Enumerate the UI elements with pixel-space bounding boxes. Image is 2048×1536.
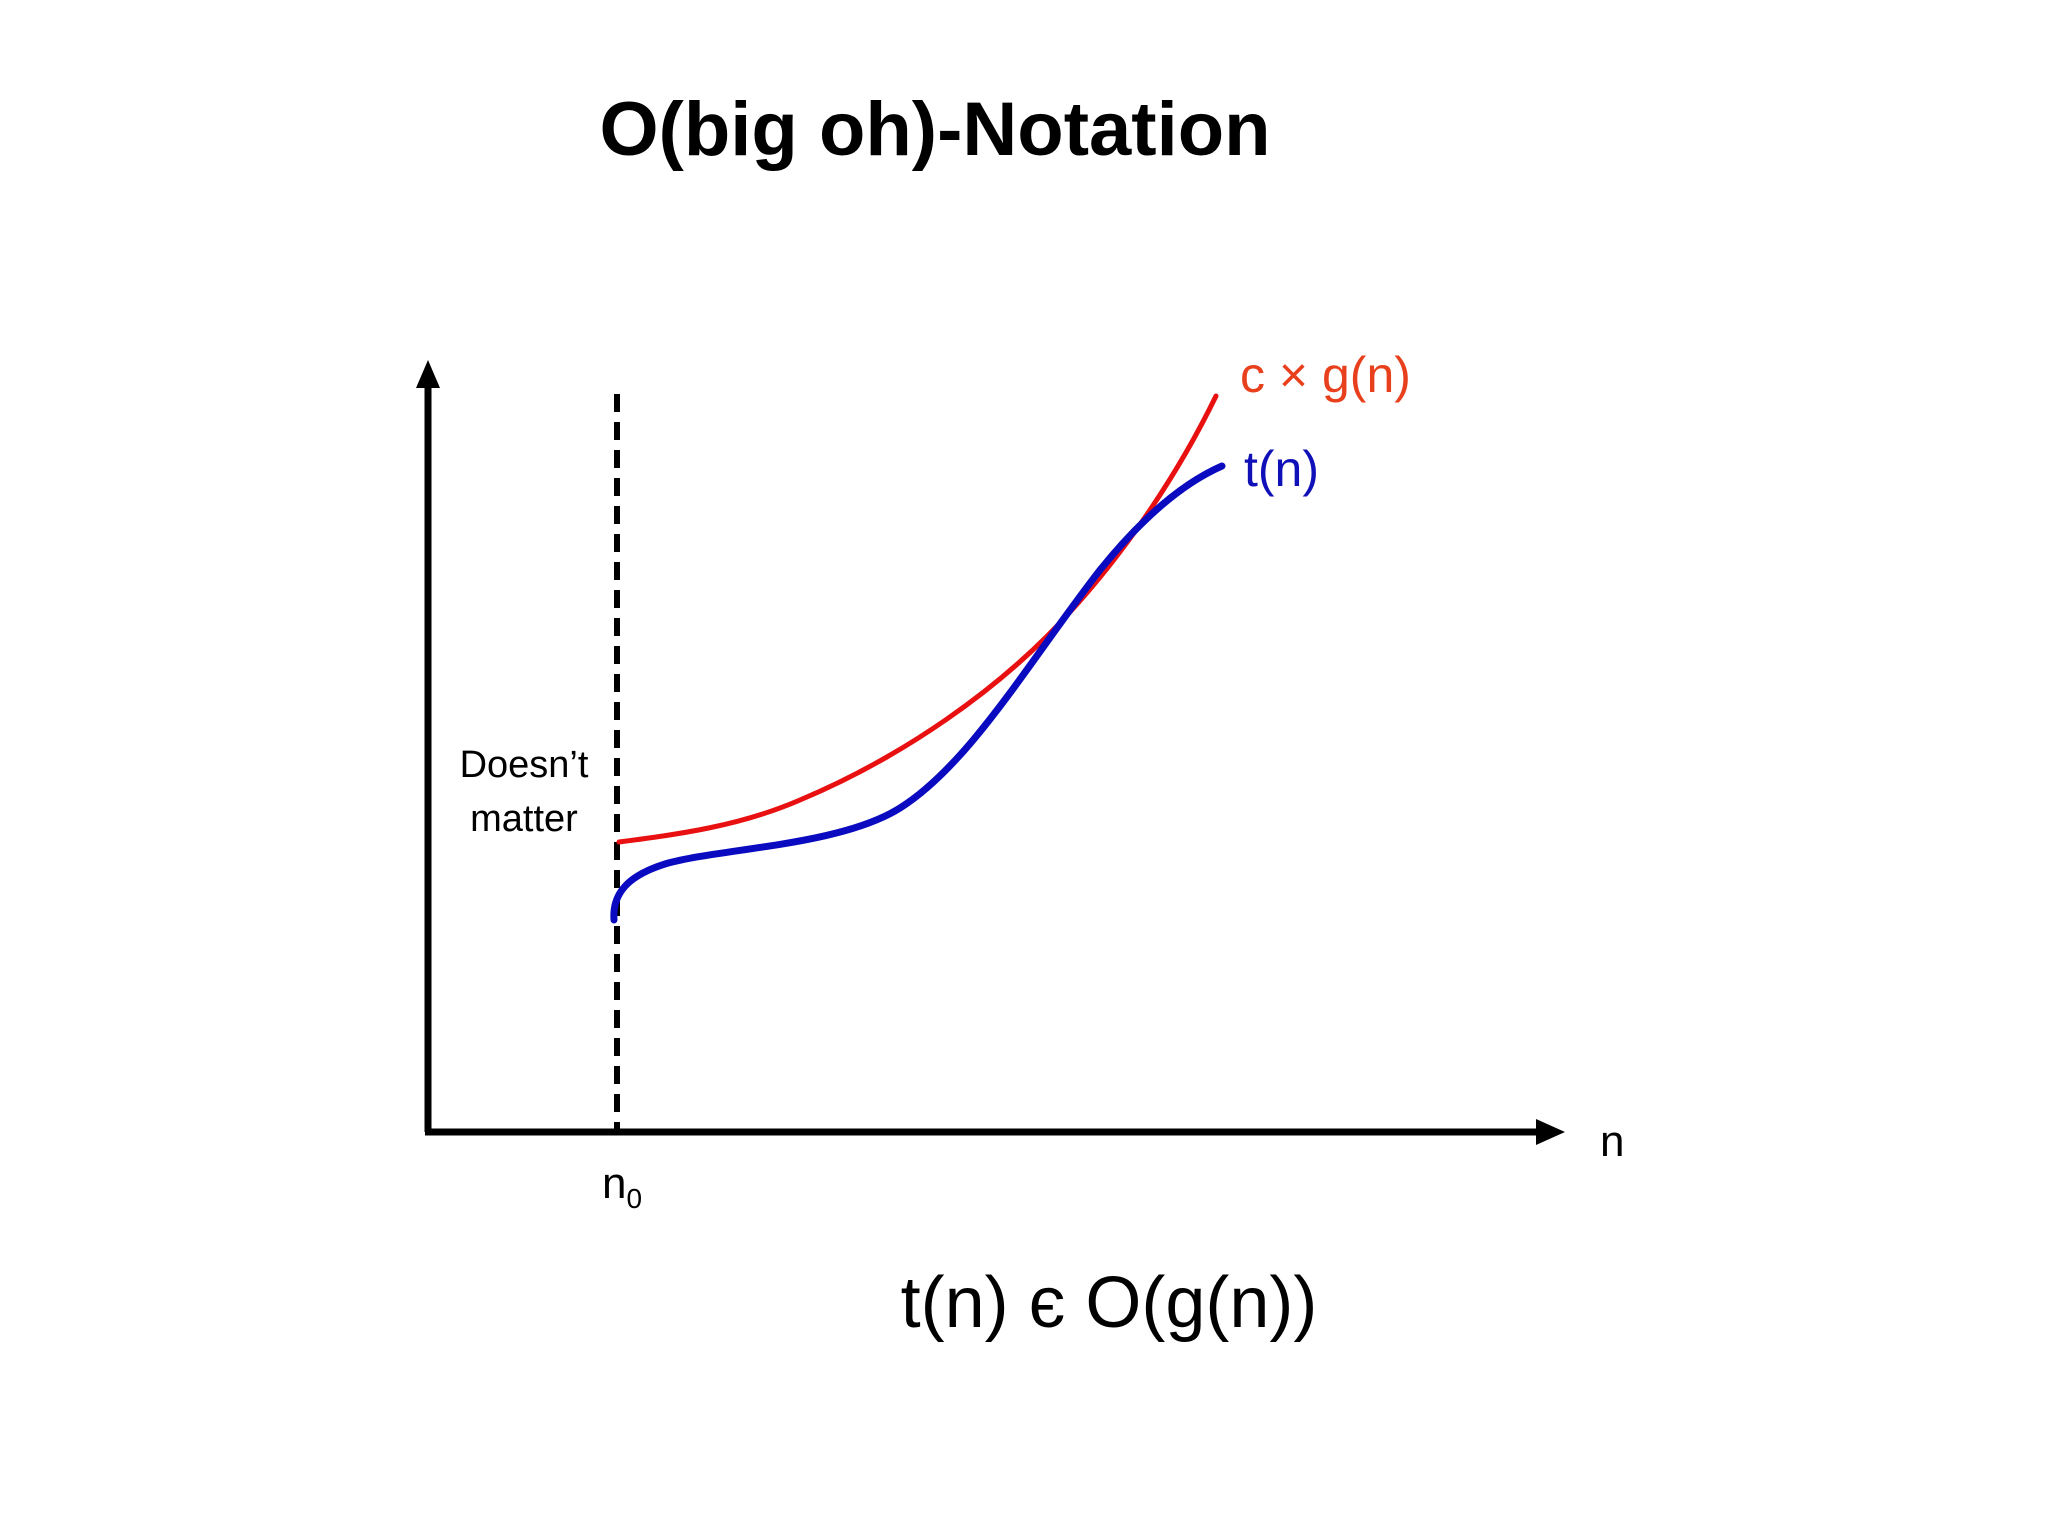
upper-curve-label: c × g(n) — [1240, 347, 1411, 403]
annotation-line-1: Doesn’t — [459, 744, 589, 786]
threshold-label: n0 — [602, 1159, 643, 1215]
upper-bound-curve — [616, 393, 1219, 845]
threshold-label-base: n — [602, 1159, 627, 1208]
threshold-label-subscript: 0 — [626, 1183, 643, 1214]
big-o-formula: t(n) є O(g(n)) — [900, 1263, 1318, 1343]
doesnt-matter-annotation: Doesn’t matter — [424, 738, 624, 846]
annotation-line-2: matter — [470, 798, 578, 840]
function-curve-label: t(n) — [1244, 441, 1319, 497]
page-title: O(big oh)-Notation — [599, 87, 1271, 172]
function-curve — [610, 462, 1226, 924]
y-axis-arrowhead — [416, 360, 440, 388]
x-axis-label: n — [1600, 1117, 1625, 1166]
x-axis-arrowhead — [1536, 1119, 1565, 1145]
